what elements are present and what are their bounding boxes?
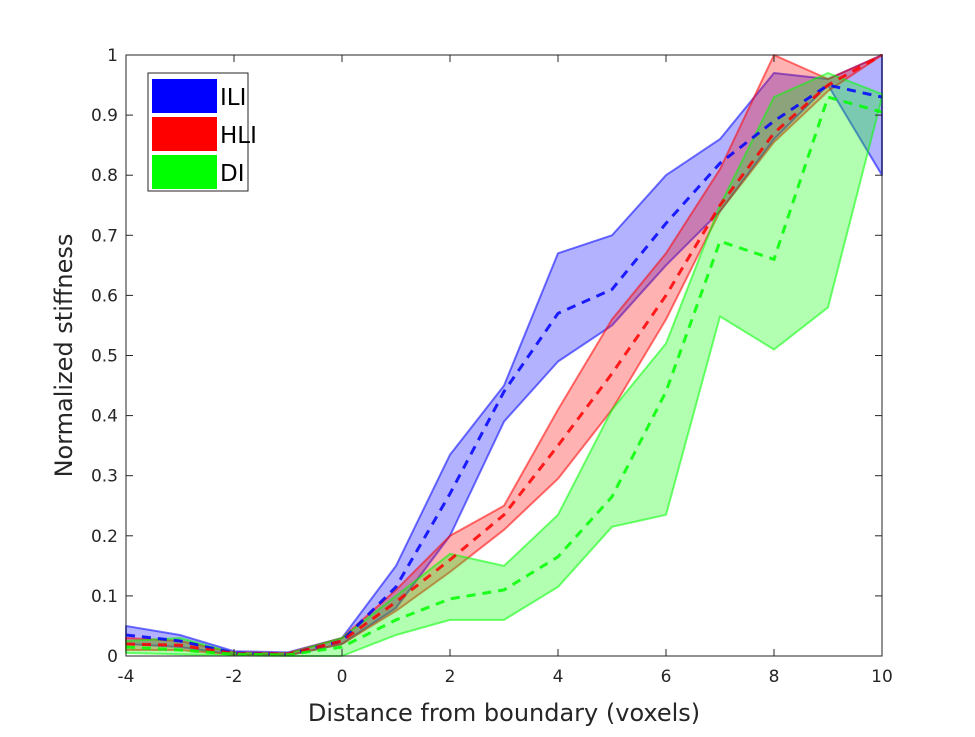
x-tick-label: 6: [661, 667, 672, 687]
legend-swatch-di: [152, 155, 217, 189]
legend-swatch-hli: [152, 117, 217, 151]
legend: ILI HLI DI: [147, 72, 257, 192]
legend-label-di: DI: [220, 161, 245, 187]
y-tick-label: 0.6: [91, 286, 118, 306]
x-tick-label: -2: [226, 667, 243, 687]
y-tick-label: 0.1: [91, 587, 118, 607]
y-tick-label: 0.4: [91, 407, 118, 427]
x-tick-label: 10: [871, 667, 893, 687]
y-tick-label: 0.5: [91, 347, 118, 367]
mean-line-ili: [125, 83, 883, 656]
legend-label-ili: ILI: [220, 85, 246, 111]
y-tick-label: 0.8: [91, 166, 118, 186]
y-tick-label: 0.9: [91, 106, 118, 126]
y-axis-title: Normalized stiffness: [50, 234, 78, 478]
legend-label-hli: HLI: [220, 123, 257, 149]
mean-lines: [125, 53, 883, 657]
x-axis-title: Distance from boundary (voxels): [308, 699, 700, 727]
x-tick-label: 0: [337, 667, 348, 687]
y-tick-label: 1: [107, 46, 118, 66]
mean-line-hli: [125, 53, 883, 656]
y-tick-label: 0.2: [91, 527, 118, 547]
legend-swatch-ili: [152, 79, 217, 113]
x-tick-label: 2: [445, 667, 456, 687]
x-tick-label: -4: [118, 667, 135, 687]
mean-line-di: [125, 95, 883, 657]
y-tick-label: 0.7: [91, 226, 118, 246]
x-tick-label: 4: [553, 667, 564, 687]
band-hli: [125, 54, 883, 657]
axis-ticks: -4 -2 0 2 4 6 8 10 0 0.1 0.2 0.3 0.4 0.5 0.6 0.7 0.8 0.9 1: [91, 46, 893, 687]
y-tick-label: 0.3: [91, 467, 118, 487]
plot-area: [126, 55, 882, 656]
x-tick-label: 8: [769, 667, 780, 687]
y-tick-label: 0: [107, 647, 118, 667]
